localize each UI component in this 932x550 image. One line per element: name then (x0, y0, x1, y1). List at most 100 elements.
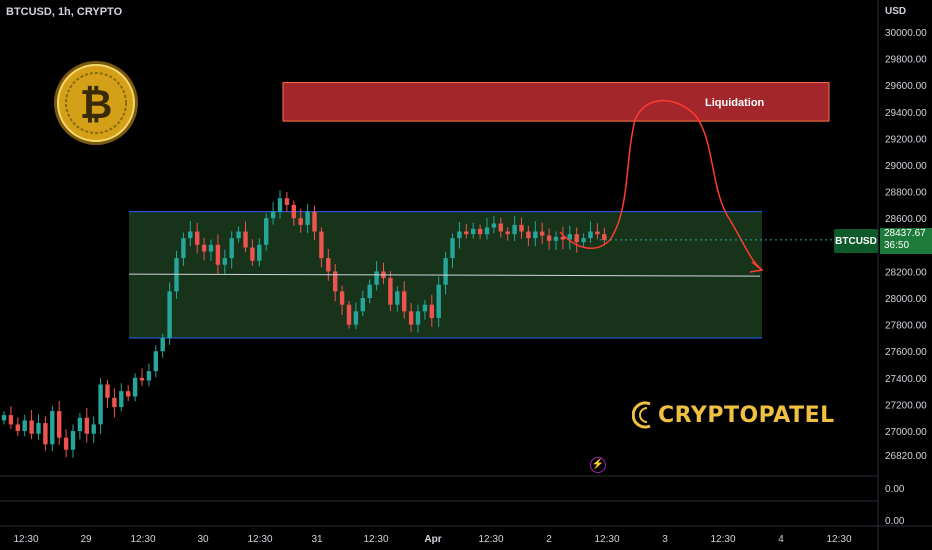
candle-body (132, 377, 138, 397)
candle-body (257, 244, 262, 261)
candle-body (429, 304, 434, 318)
bar-countdown: 36:50 (884, 240, 910, 251)
candle-body (339, 291, 345, 305)
candle-body (229, 238, 234, 259)
candle-body (250, 247, 255, 261)
candle-body (284, 198, 290, 205)
time-axis-tick: 12:30 (826, 534, 851, 545)
candle-body (174, 258, 179, 292)
price-axis-tick: 27600.00 (885, 347, 927, 358)
liquidation-label: Liquidation (705, 97, 765, 109)
candle-body (602, 234, 607, 240)
candle-body (188, 231, 193, 239)
candle-body (395, 291, 400, 305)
candle-body (374, 271, 379, 285)
time-axis-tick: 12:30 (363, 534, 388, 545)
candle-body (160, 337, 165, 352)
candle-body (98, 384, 103, 425)
candle-body (181, 238, 186, 259)
candle-body (484, 227, 490, 235)
candle-body (553, 236, 559, 241)
time-axis-tick: 12:30 (130, 534, 155, 545)
time-axis-tick: 31 (311, 534, 323, 545)
candle-body (519, 224, 524, 232)
time-axis-tick: Apr (424, 534, 441, 545)
candle-body (471, 228, 476, 235)
candle-body (443, 258, 448, 285)
candle-body (505, 231, 510, 235)
candle-body (126, 391, 131, 397)
candle-body (146, 371, 152, 381)
candle-body (333, 271, 338, 292)
candle-body (595, 231, 600, 235)
time-axis-tick: 2 (546, 534, 552, 545)
price-axis-tick: 27200.00 (885, 400, 927, 411)
liquidation-zone (282, 82, 830, 122)
candle-body (15, 424, 20, 432)
candle-body (63, 437, 69, 450)
candle-body (112, 397, 117, 408)
time-axis-tick: 29 (80, 534, 92, 545)
candle-body (588, 231, 593, 239)
candle-body (22, 420, 27, 432)
coin-face (57, 64, 135, 142)
candle-body (236, 231, 241, 239)
candle-body (526, 231, 531, 239)
candle-body (512, 224, 517, 235)
projection-arrowhead (749, 261, 764, 273)
time-axis-tick: 12:30 (478, 534, 503, 545)
price-axis-tick: 30000.00 (885, 28, 927, 39)
symbol-title[interactable]: BTCUSD, 1h, CRYPTO (6, 6, 123, 18)
candle-body (436, 284, 441, 318)
candle-body (491, 223, 497, 228)
candle-body (70, 431, 76, 450)
candle-body (422, 304, 428, 312)
price-axis-tick: 28200.00 (885, 267, 927, 278)
candle-body (415, 311, 421, 325)
candle-body (277, 198, 283, 212)
candle-body (464, 231, 469, 235)
candle-body (574, 234, 579, 243)
price-axis-tick: 27800.00 (885, 321, 927, 332)
time-axis-tick: 30 (197, 534, 209, 545)
lightning-icon[interactable]: ⚡ (590, 457, 606, 473)
candle-body (201, 244, 207, 252)
candle-body (153, 351, 158, 372)
candle-body (91, 424, 96, 434)
candle-body (50, 411, 55, 445)
candle-body (139, 377, 145, 381)
candle-body (533, 231, 538, 239)
candle-body (57, 411, 62, 438)
bitcoin-logo: ₿ (54, 61, 138, 145)
candle-body (457, 231, 462, 239)
time-axis-tick: 3 (662, 534, 668, 545)
candle-body (36, 423, 41, 434)
candle-body (567, 234, 572, 240)
candle-body (77, 417, 83, 432)
price-axis-tick: 27000.00 (885, 427, 927, 438)
currency-label: USD (885, 6, 907, 17)
candle-body (477, 228, 483, 235)
candle-body (291, 204, 296, 219)
brand-name: CRYPTOPATEL (658, 402, 835, 428)
candle-body (243, 231, 248, 248)
candle-body (43, 423, 48, 445)
candle-body (560, 236, 566, 240)
bitcoin-symbol: ₿ (80, 82, 113, 128)
time-axis-tick: 4 (778, 534, 784, 545)
candle-body (305, 211, 310, 225)
time-axis-tick: 12:30 (594, 534, 619, 545)
symbol-price-tag: BTCUSD (834, 229, 878, 253)
time-axis-tick: 12:30 (710, 534, 735, 545)
candle-body (346, 304, 352, 325)
candle-body (298, 218, 303, 225)
price-axis-tick: 29600.00 (885, 81, 927, 92)
candle-body (498, 223, 503, 232)
cryptopatel-logo: CRYPTOPATEL (632, 398, 835, 432)
candle-body (367, 284, 372, 299)
candle-body (402, 291, 407, 312)
candle-body (105, 384, 110, 398)
candle-body (312, 211, 317, 232)
candle-body (167, 291, 172, 338)
